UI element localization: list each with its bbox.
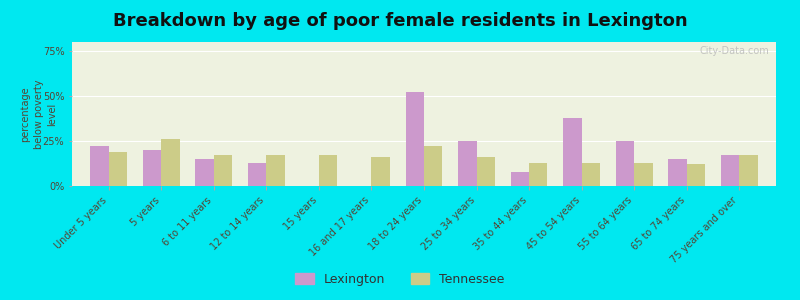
- Bar: [739, 155, 758, 186]
- Bar: [582, 163, 600, 186]
- Bar: [721, 155, 739, 186]
- Bar: [266, 155, 285, 186]
- Bar: [668, 159, 686, 186]
- Legend: Lexington, Tennessee: Lexington, Tennessee: [290, 268, 510, 291]
- Bar: [90, 146, 109, 186]
- Bar: [248, 163, 266, 186]
- Bar: [477, 157, 495, 186]
- Y-axis label: percentage
below poverty
level: percentage below poverty level: [20, 79, 57, 149]
- Bar: [406, 92, 424, 186]
- Bar: [424, 146, 442, 186]
- Bar: [616, 141, 634, 186]
- Bar: [214, 155, 232, 186]
- Bar: [143, 150, 162, 186]
- Bar: [634, 163, 653, 186]
- Bar: [371, 157, 390, 186]
- Bar: [319, 155, 338, 186]
- Bar: [686, 164, 705, 186]
- Bar: [563, 118, 582, 186]
- Bar: [195, 159, 214, 186]
- Text: City-Data.com: City-Data.com: [699, 46, 769, 56]
- Bar: [162, 139, 180, 186]
- Text: Breakdown by age of poor female residents in Lexington: Breakdown by age of poor female resident…: [113, 12, 687, 30]
- Bar: [510, 172, 529, 186]
- Bar: [109, 152, 127, 186]
- Bar: [529, 163, 547, 186]
- Bar: [458, 141, 477, 186]
